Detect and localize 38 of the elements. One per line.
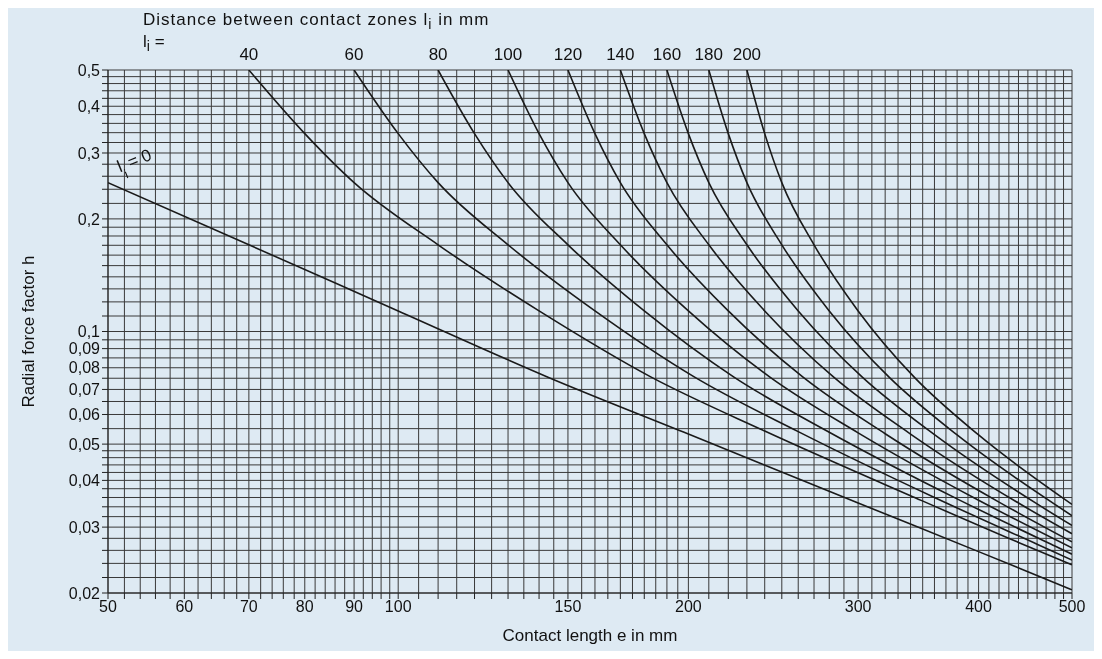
x-tick-label: 400 <box>965 598 993 616</box>
y-tick-label: 0,03 <box>68 518 101 536</box>
series-label: 140 <box>606 45 635 64</box>
series-label: 60 <box>344 45 364 64</box>
x-tick-label: 300 <box>844 598 872 616</box>
series-label: 40 <box>239 45 259 64</box>
y-tick-label: 0,3 <box>77 144 101 162</box>
x-tick-label: 150 <box>554 598 582 616</box>
series-label: 180 <box>694 45 723 64</box>
y-tick-label: 0,4 <box>77 97 101 115</box>
series-label: 120 <box>553 45 583 64</box>
y-tick-label: 0,2 <box>77 210 101 228</box>
y-tick-label: 0,06 <box>68 406 101 424</box>
x-tick-label: 100 <box>384 598 412 616</box>
chart-title: Distance between contact zones l$_{i}$ in mm <box>143 10 490 33</box>
y-tick-label: 0,09 <box>68 340 101 358</box>
x-axis-title: Contact length e in mm <box>502 626 678 645</box>
x-tick-label: 60 <box>175 598 194 616</box>
y-tick-label: 0,02 <box>68 584 101 602</box>
x-tick-label: 200 <box>675 598 702 616</box>
series-label: 80 <box>428 45 448 64</box>
series-label: 160 <box>652 45 682 64</box>
x-tick-label: 90 <box>345 598 364 616</box>
y-tick-label: 0,5 <box>77 61 101 79</box>
x-tick-label: 50 <box>99 598 117 616</box>
text: l$_{i}$ = <box>143 32 165 55</box>
y-tick-label: 0,05 <box>68 435 101 453</box>
y-tick-label: 0,08 <box>68 359 101 377</box>
y-tick-label: 0,1 <box>77 323 101 341</box>
y-tick-label: 0,07 <box>68 381 101 399</box>
x-tick-label: 80 <box>295 598 314 616</box>
series-label: 100 <box>493 45 523 64</box>
text: l$_{i}$ = 0 <box>114 145 155 181</box>
y-axis-title: Radial force factor h <box>19 255 39 408</box>
x-tick-label: 70 <box>239 598 258 616</box>
x-tick-label: 500 <box>1058 598 1086 616</box>
series-label: 200 <box>732 45 762 64</box>
y-tick-label: 0,04 <box>68 472 101 490</box>
